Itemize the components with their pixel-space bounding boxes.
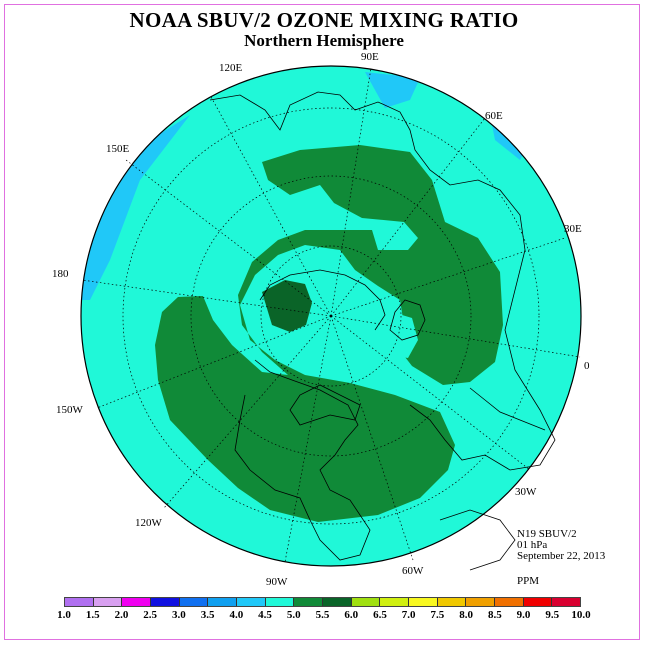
- lon-label-150e: 150E: [106, 143, 130, 155]
- colorbar-swatch: [265, 598, 295, 606]
- colorbar-swatch: [437, 598, 467, 606]
- colorbar-swatch: [237, 598, 266, 606]
- colorbar-tick-label: 7.0: [401, 609, 416, 621]
- colorbar-swatch: [323, 598, 352, 606]
- meridian-30e: [330, 237, 566, 317]
- colorbar-swatch: [93, 598, 123, 606]
- lon-label-90e: 90E: [361, 51, 379, 63]
- low-region-upper-left: [81, 115, 190, 300]
- lon-label-60w: 60W: [402, 565, 424, 577]
- colorbar-swatch: [208, 598, 238, 606]
- colorbar-tick-label: 7.5: [430, 609, 445, 621]
- colorbar-swatch: [523, 598, 553, 606]
- colorbar-tick-label: 9.0: [516, 609, 531, 621]
- colorbar-swatch: [351, 598, 381, 606]
- colorbar-tick-label: 9.5: [545, 609, 560, 621]
- colorbar-swatch: [380, 598, 410, 606]
- lon-label-90w: 90W: [266, 576, 288, 588]
- meridian-150e: [125, 159, 332, 317]
- colorbar-tick-label: 5.5: [315, 609, 330, 621]
- lon-label-60e: 60E: [485, 110, 503, 122]
- lon-label-120e: 120E: [219, 62, 243, 74]
- lon-label-30w: 30W: [515, 486, 537, 498]
- map-boundary: [80, 65, 582, 567]
- coast-eurasia-africa: [209, 91, 556, 471]
- coast-greenland: [289, 384, 361, 426]
- colorbar-tick-label: 10.0: [571, 609, 591, 621]
- colorbar-tick-label: 4.5: [258, 609, 272, 621]
- colorbar-tick-label: 8.0: [459, 609, 473, 621]
- colorbar-tick-label: 6.5: [373, 609, 387, 621]
- meridian-60w: [330, 315, 414, 561]
- colorbar-tick-label: 4.0: [229, 609, 244, 621]
- info-level: 01 hPa: [517, 539, 548, 551]
- colorbar-swatch: [151, 598, 180, 606]
- colorbar-labels: 1.0 1.5 2.0 2.5 3.0 3.5 4.0 4.5 5.0 5.5 6.0 6.5 7.0 7…: [57, 609, 591, 623]
- colorbar-swatch: [495, 598, 524, 606]
- colorbar-swatch: [179, 598, 209, 606]
- colorbar-tick-label: 5.0: [286, 609, 301, 621]
- meridian-120w: [163, 315, 332, 509]
- info-units: PPM: [517, 575, 540, 587]
- colorbar-swatch: [65, 598, 94, 606]
- high-region-pole: [262, 280, 312, 332]
- colorbar-tick-label: 1.5: [85, 609, 100, 621]
- colorbar-tick-label: 2.5: [143, 609, 158, 621]
- colorbar-swatch: [294, 598, 324, 606]
- colorbar-tick-label: 1.0: [57, 609, 71, 621]
- meridian-90e: [330, 67, 372, 317]
- figure-frame: [4, 4, 640, 640]
- coast-scandinavia: [389, 299, 426, 341]
- map-title: NOAA SBUV/2 OZONE MIXING RATIO: [129, 8, 519, 32]
- meridian-90w: [284, 315, 332, 563]
- latitude-circle-50: [190, 175, 472, 457]
- colorbar-tick-label: 2.0: [114, 609, 129, 621]
- colorbar-tick-label: 3.0: [172, 609, 186, 621]
- coast-north-america: [234, 359, 371, 561]
- colorbar-swatch: [122, 598, 152, 606]
- info-satellite: N19 SBUV/2: [517, 528, 577, 540]
- graticule: [81, 67, 581, 563]
- coast-arctic-ocean: [259, 269, 386, 331]
- colorbar-tick-label: 8.5: [487, 609, 502, 621]
- colorbar: [64, 597, 581, 607]
- lon-label-150w: 150W: [56, 404, 83, 416]
- colorbar-swatch: [552, 598, 581, 606]
- latitude-circle-30: [122, 107, 540, 525]
- colorbar-tick-label: 6.0: [344, 609, 359, 621]
- mid-band-north: [155, 145, 503, 522]
- map-field: [81, 66, 581, 566]
- latitude-circle-70: [260, 245, 402, 387]
- meridian-60e: [330, 117, 486, 317]
- colorbar-swatch: [466, 598, 496, 606]
- colorbar-tick-label: 3.5: [200, 609, 215, 621]
- field-hole-pole: [372, 312, 418, 358]
- colorbar-swatch: [409, 598, 438, 606]
- coastlines: [209, 91, 556, 571]
- coast-south-america: [439, 509, 516, 571]
- info-date: September 22, 2013: [517, 550, 606, 562]
- lon-label-30e: 30E: [564, 223, 582, 235]
- low-region-top: [365, 72, 420, 108]
- lon-label-120w: 120W: [135, 517, 162, 529]
- lon-label-180: 180: [52, 268, 69, 280]
- coast-europe-south: [469, 387, 546, 431]
- map-subtitle: Northern Hemisphere: [244, 31, 404, 50]
- lon-label-0: 0: [584, 360, 590, 372]
